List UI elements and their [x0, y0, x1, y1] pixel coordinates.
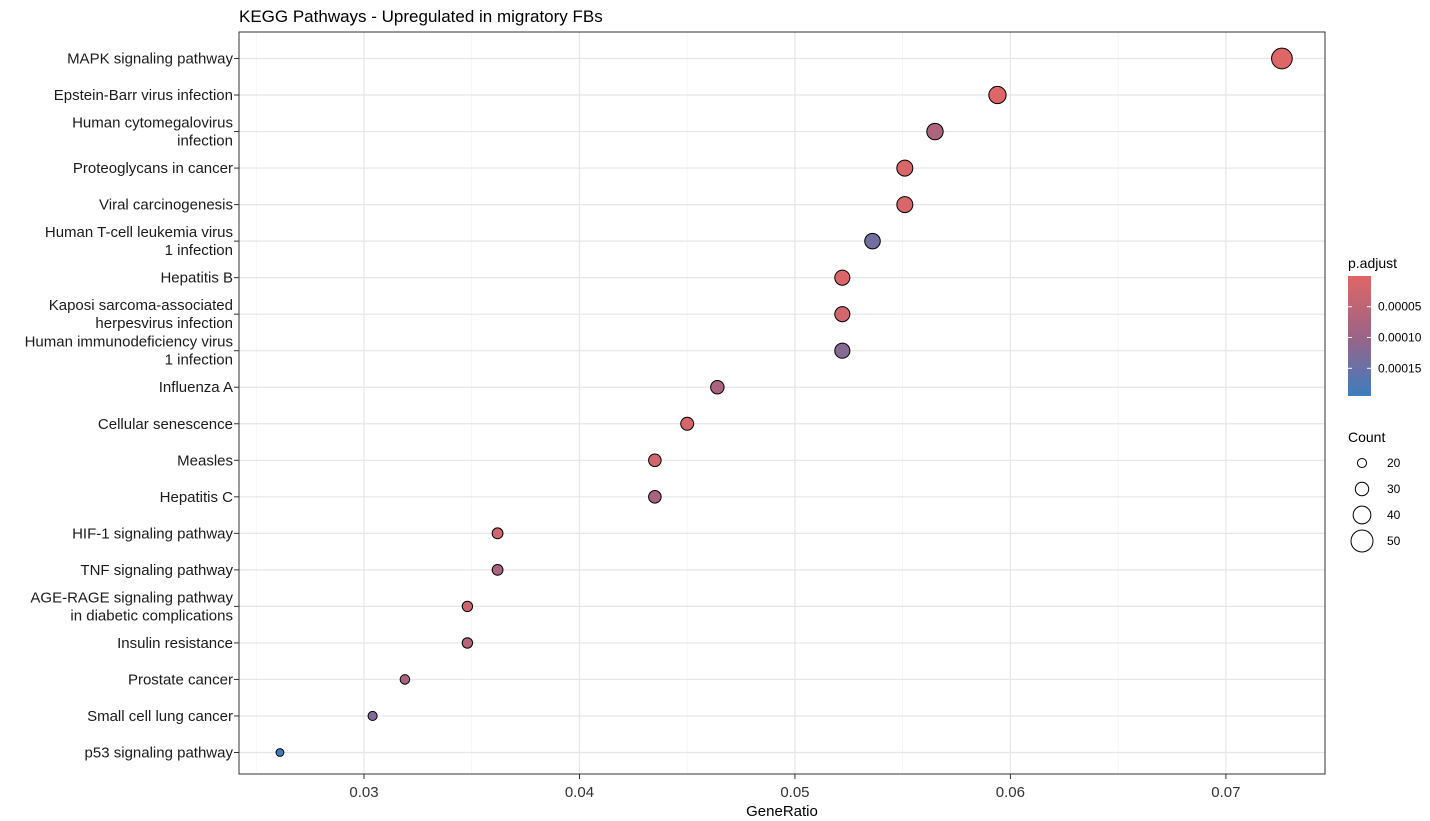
color-legend: p.adjust 0.00005 0.00010 0.00015	[1348, 255, 1422, 396]
y-tick-label: Kaposi sarcoma-associated	[49, 297, 233, 314]
size-legend-key	[1356, 457, 1368, 469]
data-point	[461, 637, 474, 649]
y-tick-label: Cellular senescence	[98, 416, 233, 433]
y-tick-label: Hepatitis B	[160, 270, 233, 287]
y-tick-label: 1 infection	[165, 242, 233, 259]
y-tick-label: Small cell lung cancer	[87, 708, 233, 725]
y-tick-label: Proteoglycans in cancer	[73, 160, 233, 177]
y-tick-label: p53 signaling pathway	[85, 745, 234, 762]
data-point	[926, 122, 944, 141]
size-legend-label: 40	[1387, 508, 1401, 522]
chart-title: KEGG Pathways - Upregulated in migratory…	[239, 7, 603, 26]
size-legend-label: 30	[1387, 482, 1401, 496]
data-point	[896, 159, 914, 177]
x-tick-label: 0.07	[1211, 784, 1240, 801]
y-tick-label: Insulin resistance	[117, 635, 233, 652]
size-legend: Count 20 30 40 50	[1348, 429, 1401, 553]
plot-panel	[239, 32, 1325, 774]
y-tick-label: in diabetic complications	[70, 607, 233, 624]
y-tick-label: TNF signaling pathway	[80, 562, 233, 579]
x-tick-label: 0.06	[996, 784, 1025, 801]
x-tick-label: 0.03	[349, 784, 378, 801]
data-point	[988, 85, 1007, 105]
size-legend-label: 20	[1387, 456, 1401, 470]
color-legend-title: p.adjust	[1348, 255, 1397, 271]
y-axis-tick-labels: MAPK signaling pathway Epstein-Barr virus…	[25, 51, 239, 762]
colorbar-tick-label: 0.00005	[1378, 300, 1422, 314]
size-legend-key	[1352, 505, 1372, 525]
data-point	[648, 453, 662, 468]
colorbar-tick-label: 0.00015	[1378, 361, 1422, 375]
data-point	[896, 196, 914, 214]
y-tick-label: herpesvirus infection	[95, 315, 233, 332]
size-legend-key	[1350, 529, 1374, 553]
y-tick-label: Hepatitis C	[160, 489, 234, 506]
data-point	[461, 600, 474, 613]
data-point	[1271, 47, 1293, 70]
y-tick-label: Measles	[177, 452, 233, 469]
x-tick-label: 0.05	[780, 784, 809, 801]
data-point	[680, 416, 695, 431]
data-point	[834, 269, 851, 286]
size-legend-title: Count	[1348, 429, 1385, 445]
data-point	[834, 342, 851, 359]
size-legend-key	[1354, 481, 1370, 497]
data-point	[275, 748, 285, 757]
y-tick-label: Prostate cancer	[128, 671, 233, 688]
y-tick-label: infection	[177, 133, 233, 150]
y-tick-label: HIF-1 signaling pathway	[72, 525, 233, 542]
data-point	[399, 674, 411, 685]
grid	[239, 32, 1325, 774]
y-tick-label: AGE-RAGE signaling pathway	[30, 589, 233, 606]
plot-border	[238, 31, 1326, 775]
data-point	[367, 710, 378, 722]
color-legend-bar	[1348, 276, 1371, 396]
y-tick-label: Epstein-Barr virus infection	[54, 87, 233, 104]
x-axis-tick-labels: 0.03 0.04 0.05 0.06 0.07	[349, 774, 1240, 801]
colorbar-tick-label: 0.00010	[1378, 331, 1422, 345]
y-tick-label: MAPK signaling pathway	[67, 51, 233, 68]
y-tick-label: 1 infection	[165, 352, 233, 369]
y-tick-label: Human cytomegalovirus	[72, 115, 233, 132]
size-legend-label: 50	[1387, 534, 1401, 548]
x-axis-label: GeneRatio	[746, 803, 818, 820]
data-points	[275, 47, 1293, 757]
data-point	[864, 232, 881, 250]
data-point	[491, 563, 504, 576]
y-tick-label: Influenza A	[159, 379, 233, 396]
data-point	[491, 527, 504, 540]
y-tick-label: Human T-cell leukemia virus	[45, 224, 233, 241]
y-tick-label: Human immunodeficiency virus	[25, 334, 233, 351]
data-point	[648, 490, 662, 504]
data-point	[834, 306, 851, 323]
y-tick-label: Viral carcinogenesis	[99, 197, 233, 214]
data-point	[710, 380, 725, 395]
x-tick-label: 0.04	[565, 784, 594, 801]
